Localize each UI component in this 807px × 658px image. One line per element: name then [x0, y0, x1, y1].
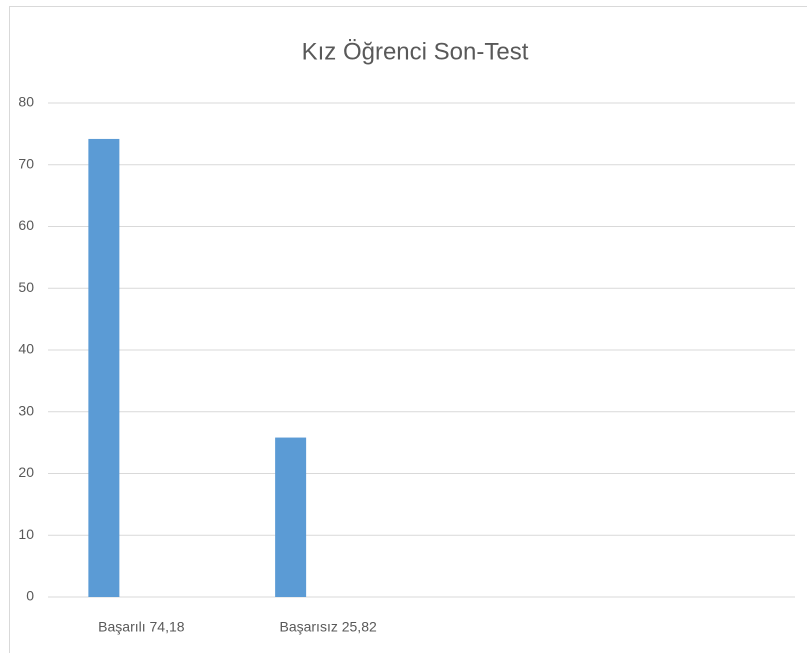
y-tick-label: 0	[26, 588, 34, 604]
y-tick-label: 20	[18, 464, 34, 480]
bar	[88, 139, 119, 597]
x-tick-label: Başarılı 74,18	[98, 619, 185, 635]
bar	[275, 438, 306, 597]
y-tick-label: 30	[18, 402, 34, 418]
chart-title: Kız Öğrenci Son-Test	[302, 38, 529, 65]
y-tick-label: 80	[18, 94, 34, 110]
y-tick-label: 50	[18, 279, 34, 295]
x-tick-label: Başarısız 25,82	[279, 619, 376, 635]
y-tick-label: 10	[18, 526, 34, 542]
y-tick-label: 60	[18, 217, 34, 233]
y-tick-label: 70	[18, 155, 34, 171]
y-tick-label: 40	[18, 341, 34, 357]
